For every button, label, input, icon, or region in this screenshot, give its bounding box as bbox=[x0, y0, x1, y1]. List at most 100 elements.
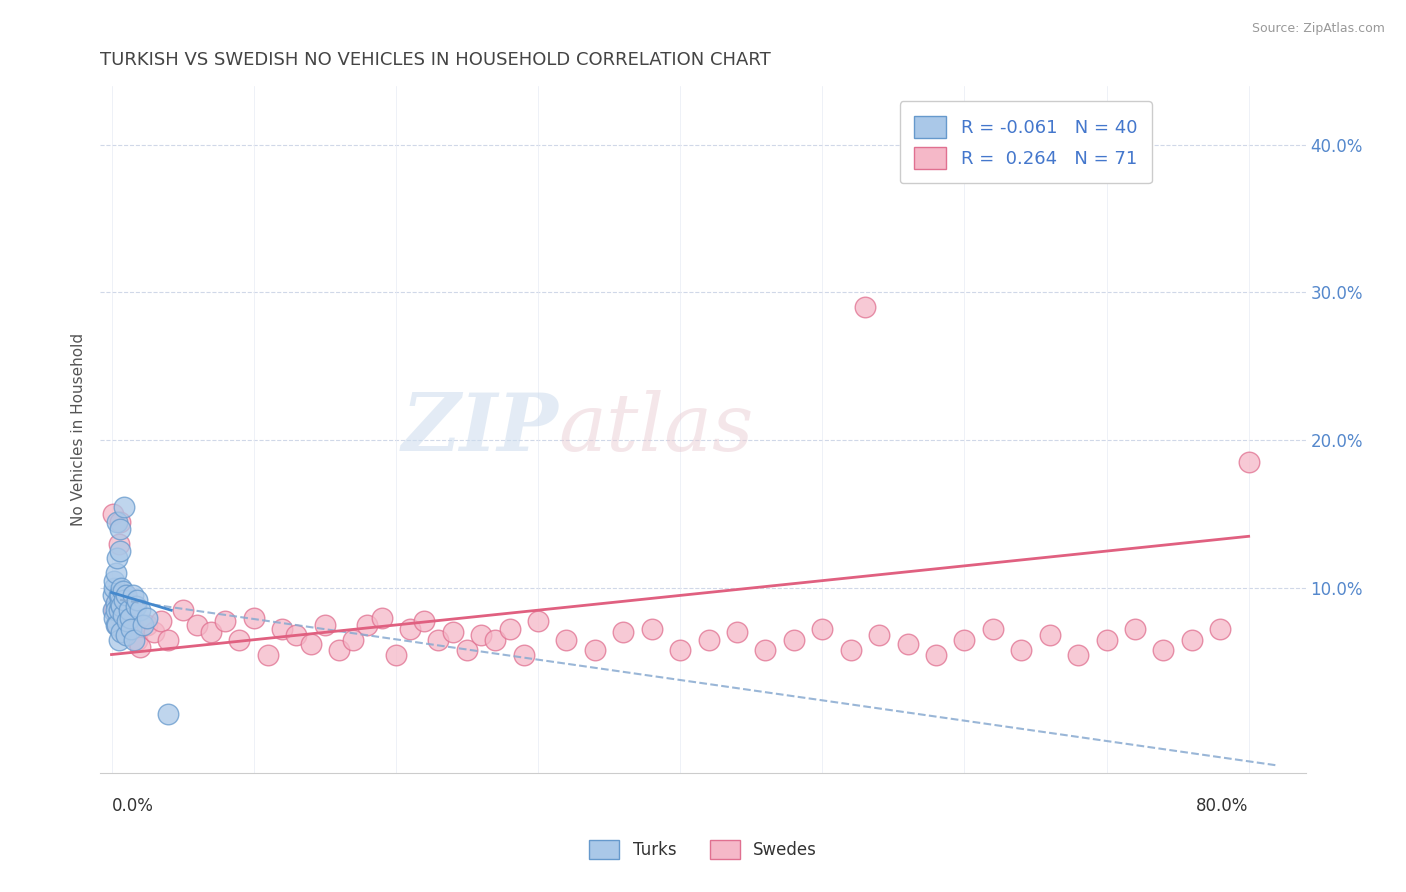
Point bbox=[868, 628, 890, 642]
Point bbox=[839, 643, 862, 657]
Point bbox=[527, 614, 550, 628]
Point bbox=[136, 610, 159, 624]
Point bbox=[441, 625, 464, 640]
Point bbox=[111, 584, 134, 599]
Point bbox=[228, 632, 250, 647]
Point bbox=[111, 607, 134, 622]
Point bbox=[103, 574, 125, 588]
Point bbox=[953, 632, 976, 647]
Point bbox=[725, 625, 748, 640]
Point bbox=[498, 623, 520, 637]
Point bbox=[1123, 623, 1146, 637]
Point bbox=[105, 551, 128, 566]
Point bbox=[1181, 632, 1204, 647]
Point bbox=[143, 625, 166, 640]
Point bbox=[107, 589, 129, 603]
Point bbox=[104, 596, 127, 610]
Point bbox=[512, 648, 534, 662]
Point bbox=[896, 637, 918, 651]
Point bbox=[108, 589, 131, 603]
Point bbox=[697, 632, 720, 647]
Point bbox=[257, 648, 280, 662]
Point bbox=[115, 614, 138, 628]
Point bbox=[101, 603, 124, 617]
Point bbox=[114, 628, 136, 642]
Point bbox=[356, 618, 378, 632]
Legend: R = -0.061   N = 40, R =  0.264   N = 71: R = -0.061 N = 40, R = 0.264 N = 71 bbox=[900, 102, 1152, 184]
Point bbox=[127, 592, 149, 607]
Point bbox=[112, 500, 135, 514]
Point bbox=[640, 623, 662, 637]
Point bbox=[108, 522, 131, 536]
Point bbox=[285, 628, 308, 642]
Point bbox=[117, 603, 139, 617]
Point bbox=[122, 623, 145, 637]
Point bbox=[783, 632, 806, 647]
Point bbox=[104, 596, 127, 610]
Point bbox=[101, 507, 124, 521]
Point bbox=[110, 625, 132, 640]
Point bbox=[1095, 632, 1118, 647]
Point bbox=[484, 632, 506, 647]
Point bbox=[925, 648, 948, 662]
Point bbox=[299, 637, 322, 651]
Point bbox=[583, 643, 606, 657]
Point bbox=[811, 623, 834, 637]
Point bbox=[370, 610, 392, 624]
Point bbox=[104, 603, 127, 617]
Point bbox=[103, 603, 125, 617]
Point bbox=[104, 618, 127, 632]
Point bbox=[214, 614, 236, 628]
Point bbox=[172, 603, 194, 617]
Point bbox=[1067, 648, 1090, 662]
Point bbox=[157, 632, 180, 647]
Point bbox=[669, 643, 692, 657]
Point bbox=[104, 566, 127, 581]
Point bbox=[108, 544, 131, 558]
Point bbox=[470, 628, 492, 642]
Point bbox=[110, 581, 132, 595]
Text: ZIP: ZIP bbox=[401, 391, 558, 468]
Point bbox=[124, 599, 146, 613]
Point bbox=[853, 300, 876, 314]
Point bbox=[112, 592, 135, 607]
Point bbox=[112, 625, 135, 640]
Point bbox=[114, 589, 136, 603]
Point bbox=[129, 603, 152, 617]
Text: 80.0%: 80.0% bbox=[1197, 797, 1249, 814]
Point bbox=[1010, 643, 1032, 657]
Point bbox=[108, 515, 131, 529]
Point bbox=[107, 603, 129, 617]
Point bbox=[105, 618, 128, 632]
Point bbox=[105, 618, 128, 632]
Point bbox=[127, 632, 149, 647]
Text: 0.0%: 0.0% bbox=[111, 797, 153, 814]
Point bbox=[555, 632, 578, 647]
Point bbox=[399, 623, 422, 637]
Point bbox=[121, 589, 143, 603]
Point bbox=[1237, 455, 1260, 469]
Point bbox=[129, 640, 152, 655]
Point bbox=[103, 610, 125, 624]
Point bbox=[114, 589, 136, 603]
Point bbox=[981, 623, 1004, 637]
Point bbox=[342, 632, 364, 647]
Point bbox=[110, 599, 132, 613]
Point bbox=[1152, 643, 1174, 657]
Point bbox=[328, 643, 350, 657]
Point bbox=[754, 643, 776, 657]
Point bbox=[122, 632, 145, 647]
Point bbox=[1039, 628, 1062, 642]
Text: TURKISH VS SWEDISH NO VEHICLES IN HOUSEHOLD CORRELATION CHART: TURKISH VS SWEDISH NO VEHICLES IN HOUSEH… bbox=[100, 51, 770, 69]
Point bbox=[110, 610, 132, 624]
Point bbox=[105, 515, 128, 529]
Legend: Turks, Swedes: Turks, Swedes bbox=[582, 833, 824, 866]
Point bbox=[117, 610, 139, 624]
Point bbox=[427, 632, 450, 647]
Point bbox=[150, 614, 173, 628]
Point bbox=[107, 632, 129, 647]
Point bbox=[1209, 623, 1232, 637]
Point bbox=[271, 623, 294, 637]
Point bbox=[456, 643, 478, 657]
Point bbox=[314, 618, 336, 632]
